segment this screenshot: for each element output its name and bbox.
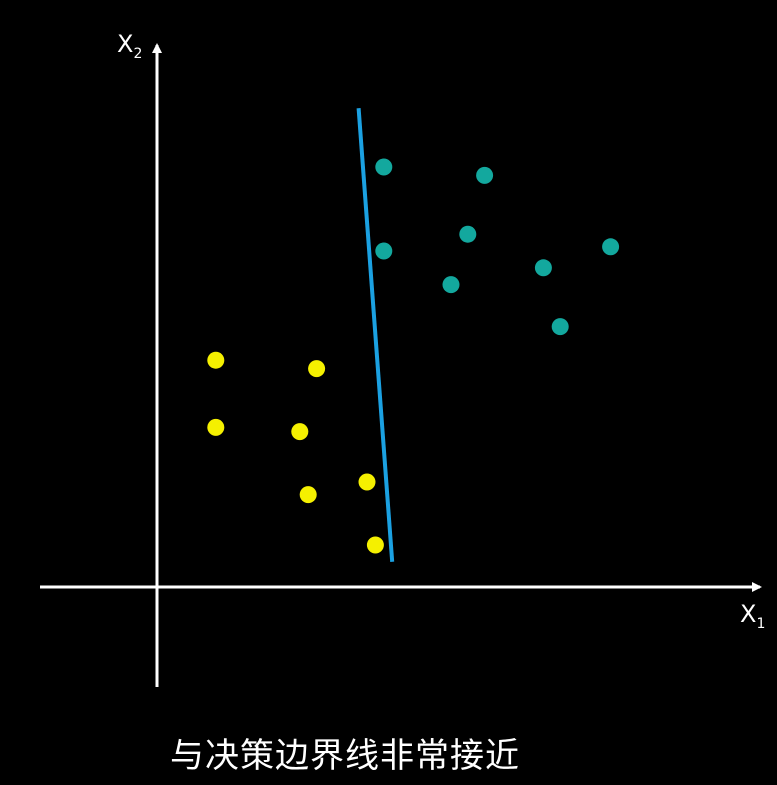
data-point-class-a (299, 486, 317, 504)
decision-boundary-group (356, 108, 395, 562)
decision-boundary-line (356, 108, 395, 562)
data-point-class-a (207, 351, 225, 369)
data-point-class-b (534, 259, 552, 277)
data-point-class-a (366, 536, 384, 554)
data-point-class-b (551, 318, 569, 336)
data-point-class-a (358, 473, 376, 491)
data-point-class-a (308, 360, 326, 378)
x-axis-label: X1 (740, 600, 765, 632)
data-point-class-b (476, 166, 494, 184)
data-point-class-b (375, 242, 393, 260)
data-point-class-b (375, 158, 393, 176)
data-points (207, 158, 620, 554)
data-point-class-b (602, 238, 620, 256)
data-point-class-b (459, 225, 477, 243)
data-point-class-a (291, 423, 309, 441)
caption: 与决策边界线非常接近 (170, 736, 520, 776)
data-point-class-a (207, 418, 225, 436)
y-axis-label: X2 (117, 30, 142, 62)
data-point-class-b (442, 276, 460, 294)
